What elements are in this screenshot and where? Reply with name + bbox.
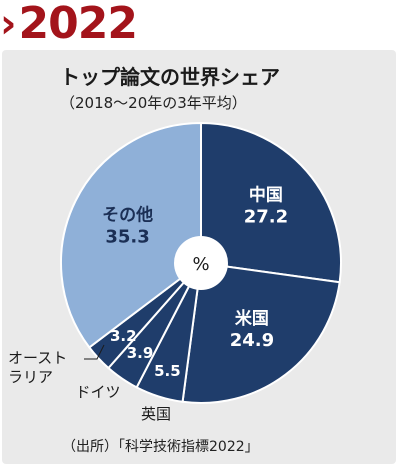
slice-label-name: 米国 [235,308,269,329]
slice-label-value: 3.9 [127,344,154,362]
slice-external-name: 英国 [141,405,171,423]
slice-0 [200,121,342,284]
chart-title: トップ論文の世界シェア [60,65,280,89]
slice-1 [181,261,341,404]
year-badge: › 2022 [0,0,156,48]
center-label: % [192,254,209,275]
slice-external-name: ドイツ [75,383,120,401]
slice-5 [60,121,202,349]
slice-external-name: オースト [8,349,67,367]
chevron-right-icon: › [0,1,17,47]
slice-label-value: 24.9 [230,330,274,351]
leader-line [84,344,105,360]
slice-label-value: 27.2 [244,207,288,228]
slice-label-name: 中国 [249,185,283,206]
slice-label-value: 3.2 [110,327,137,345]
source-note: （出所）「科学技術指標2022」 [62,439,259,455]
chart-subtitle: （2018～20年の3年平均） [60,94,247,112]
slice-external-name: ラリア [8,368,53,386]
slice-label-name: その他 [102,205,153,226]
slice-label-value: 5.5 [154,362,181,380]
center-hole [174,236,228,290]
year-label: 2022 [18,0,137,49]
slice-label-value: 35.3 [105,227,149,248]
